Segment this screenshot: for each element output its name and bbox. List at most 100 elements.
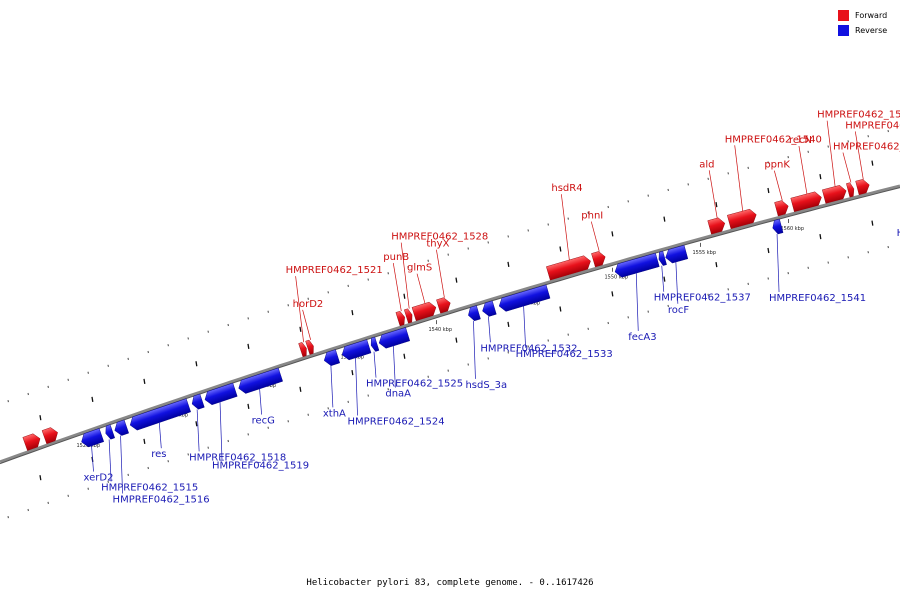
- gene-leader-line: [675, 261, 679, 304]
- major-tick-mark: [611, 291, 614, 297]
- gene-leader-line: [219, 401, 223, 460]
- forward-gene-arrow[interactable]: [790, 191, 824, 212]
- gene-labels: HMPREF0462_1521 horD2 punB HMPREF0462_1528g…: [84, 110, 900, 506]
- gene-label[interactable]: punB: [383, 252, 409, 263]
- reverse-gene-arrow[interactable]: [664, 244, 689, 264]
- gene-label[interactable]: HMPREF0462_1541: [769, 293, 866, 304]
- reverse-gene-arrow[interactable]: [190, 393, 205, 411]
- forward-gene-arrow[interactable]: [855, 178, 871, 195]
- reverse-gene-arrow[interactable]: [657, 250, 667, 266]
- gene-label[interactable]: res: [151, 449, 166, 460]
- gene-label[interactable]: xthA: [323, 408, 346, 419]
- forward-swatch: [838, 10, 849, 21]
- legend-forward: Forward: [838, 8, 887, 23]
- kbp-label: 1555 kbp: [692, 250, 716, 256]
- reverse-gene-arrow[interactable]: [497, 284, 551, 313]
- gene-label[interactable]: glmS: [407, 263, 432, 274]
- major-tick-mark: [299, 326, 302, 332]
- major-tick-mark: [819, 174, 822, 180]
- gene-label[interactable]: HMPREF0462_1518: [189, 452, 286, 463]
- forward-gene-arrow[interactable]: [41, 426, 60, 445]
- gene-label[interactable]: HMPREF0462_1544: [817, 110, 900, 121]
- reverse-gene-arrow[interactable]: [79, 428, 105, 448]
- gene-label[interactable]: fecA3: [628, 332, 656, 343]
- major-tick-mark: [767, 247, 770, 254]
- major-tick-mark: [871, 160, 874, 166]
- reverse-gene-arrow[interactable]: [480, 300, 497, 318]
- gene-leader-line: [661, 265, 665, 292]
- gene-label[interactable]: HMPREF0462_1546: [845, 120, 900, 131]
- gene-label[interactable]: HMPREF0462_1519: [212, 461, 309, 472]
- forward-gene-arrow[interactable]: [727, 208, 758, 229]
- forward-gene-arrow[interactable]: [395, 310, 407, 327]
- legend-reverse: Reverse: [838, 23, 887, 38]
- gene-label[interactable]: HMPREF0462_1532: [480, 343, 577, 354]
- forward-gene-arrow[interactable]: [822, 184, 848, 204]
- major-tick-mark: [403, 293, 406, 299]
- gene-label[interactable]: HMPREF0462_1516: [113, 494, 210, 505]
- forward-gene-arrow[interactable]: [298, 342, 309, 358]
- gene-label[interactable]: HMPREF0462_1525: [366, 379, 463, 390]
- major-tick-mark: [351, 310, 354, 316]
- gene-label[interactable]: phnI: [581, 211, 603, 222]
- gene-label[interactable]: HMPREF0462_1547: [897, 228, 900, 239]
- gene-label[interactable]: dnaA: [385, 389, 411, 400]
- gene-label[interactable]: horD2: [293, 299, 324, 310]
- reverse-gene-arrow[interactable]: [377, 327, 411, 349]
- major-tick-mark: [39, 475, 42, 481]
- gene-label[interactable]: thyX: [426, 239, 449, 250]
- gene-label[interactable]: hsdR4: [551, 183, 582, 194]
- gene-leader-line: [393, 345, 396, 388]
- reverse-gene-arrow[interactable]: [203, 382, 238, 406]
- reverse-gene-arrow[interactable]: [322, 349, 340, 368]
- gene-leader-line: [108, 439, 112, 482]
- legend-reverse-label: Reverse: [855, 26, 888, 35]
- gene-label[interactable]: HMPREF0462_1533: [516, 349, 613, 360]
- forward-gene-arrow[interactable]: [591, 250, 607, 268]
- reverse-gene-arrow[interactable]: [103, 424, 115, 441]
- gene-label[interactable]: ppnK: [764, 160, 790, 171]
- kbp-label: 1550 kbp: [604, 275, 628, 281]
- major-tick-mark: [143, 438, 146, 444]
- reverse-gene-arrow[interactable]: [340, 339, 372, 362]
- reverse-gene-arrow[interactable]: [369, 336, 380, 352]
- reverse-gene-arrow[interactable]: [466, 305, 481, 322]
- forward-gene-arrow[interactable]: [707, 216, 727, 235]
- gene-label[interactable]: hsdS_3a: [465, 380, 507, 391]
- gene-label[interactable]: HMPREF0462_1524: [348, 417, 445, 428]
- gene-label[interactable]: recN: [789, 135, 812, 146]
- gene-label[interactable]: HMPREF0462_1537: [654, 293, 751, 304]
- forward-gene-arrow[interactable]: [846, 182, 855, 198]
- gene-leader-line: [295, 276, 304, 343]
- reverse-gene-arrow[interactable]: [613, 252, 660, 279]
- gene-label[interactable]: HMPREF0462_1540: [725, 134, 822, 145]
- gene-label[interactable]: HMPREF0462_1545: [833, 142, 900, 153]
- gene-label[interactable]: HMPREF0462_1515: [101, 482, 198, 493]
- forward-gene-arrow[interactable]: [411, 301, 438, 322]
- gene-label[interactable]: HMPREF0462_1521: [286, 265, 383, 276]
- reverse-gene-arrow[interactable]: [128, 398, 191, 432]
- forward-gene-arrow[interactable]: [305, 339, 316, 355]
- reverse-gene-arrow[interactable]: [771, 218, 784, 235]
- gene-label[interactable]: xerD2: [84, 473, 114, 484]
- forward-gene-arrow[interactable]: [22, 432, 43, 451]
- forward-gene-arrow[interactable]: [774, 199, 791, 217]
- gene-leader-line: [330, 365, 334, 408]
- forward-gene-arrow[interactable]: [546, 254, 592, 281]
- gene-label[interactable]: rocF: [668, 305, 690, 316]
- reverse-gene-arrow[interactable]: [237, 367, 283, 395]
- gene-label[interactable]: ald: [699, 159, 714, 170]
- forward-gene-arrow[interactable]: [404, 308, 414, 324]
- major-tick-mark: [663, 216, 666, 222]
- gene-label[interactable]: HMPREF0462_1528: [391, 232, 488, 243]
- major-tick-mark: [299, 386, 302, 392]
- forward-gene-arrow[interactable]: [436, 296, 452, 314]
- major-tick-mark: [507, 261, 510, 268]
- gene-leader-line: [302, 309, 311, 340]
- gene-label[interactable]: recG: [252, 416, 275, 427]
- legend: Forward Reverse: [838, 8, 887, 38]
- major-tick-mark: [715, 202, 718, 208]
- gene-track: [22, 178, 871, 451]
- reverse-gene-arrow[interactable]: [112, 419, 129, 437]
- major-tick-mark: [611, 231, 614, 237]
